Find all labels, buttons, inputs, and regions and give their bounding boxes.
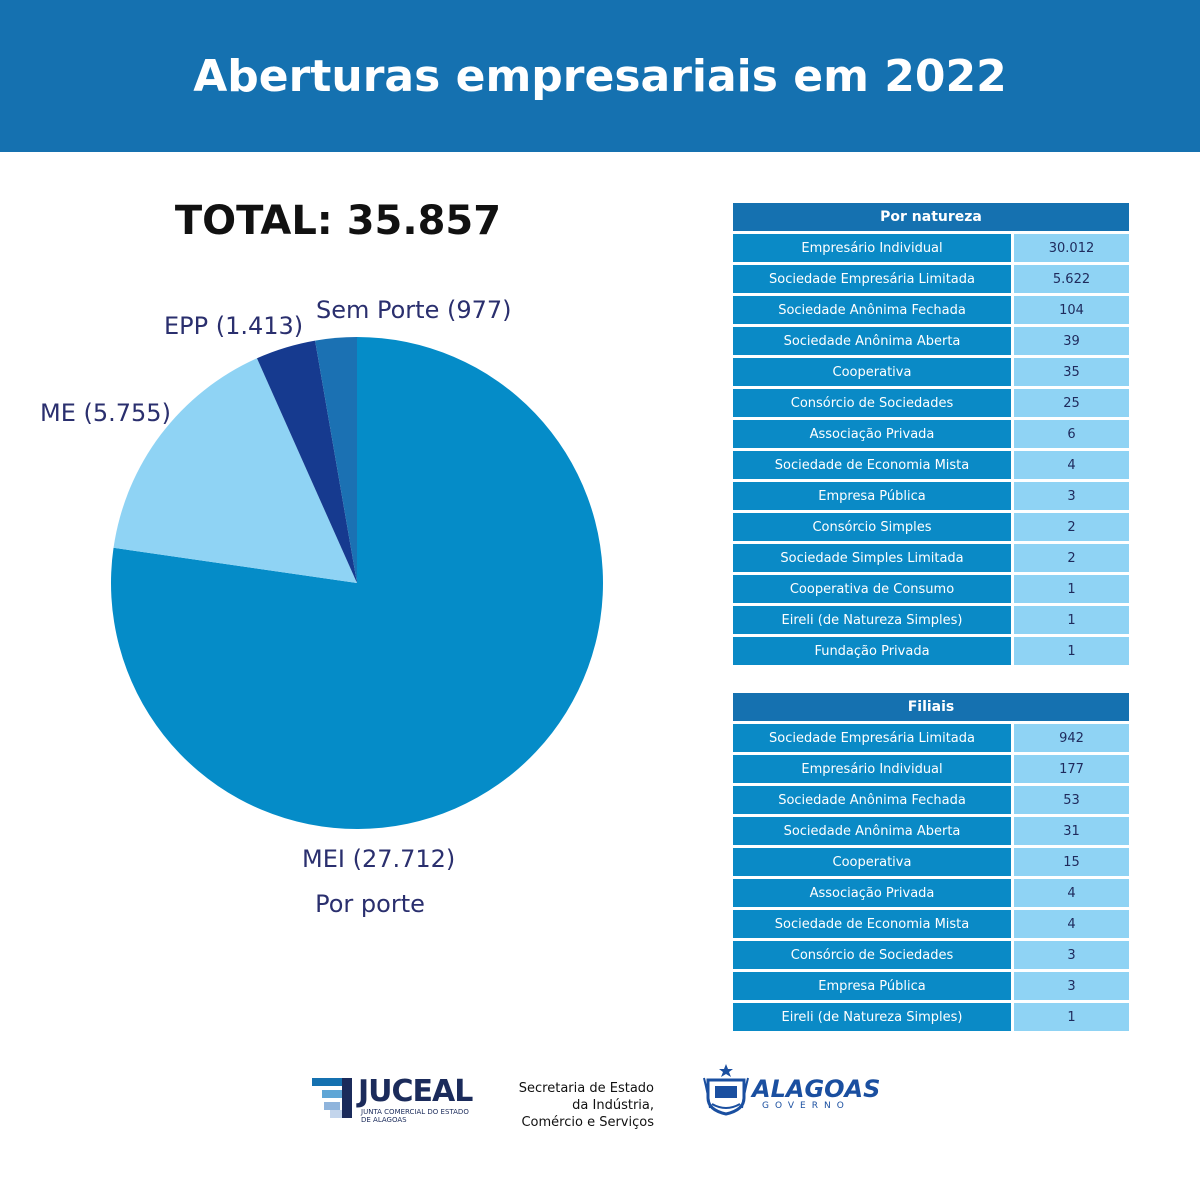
row-name: Empresário Individual bbox=[733, 755, 1011, 783]
row-name: Sociedade Anônima Fechada bbox=[733, 786, 1011, 814]
pie-slice-me bbox=[113, 358, 357, 583]
table-row: Consórcio Simples 2 bbox=[733, 513, 1129, 541]
table-row: Empresa Pública 3 bbox=[733, 482, 1129, 510]
row-value: 6 bbox=[1014, 420, 1129, 448]
row-name: Eireli (de Natureza Simples) bbox=[733, 1003, 1011, 1031]
table-row: Fundação Privada 1 bbox=[733, 637, 1129, 665]
table-row: Cooperativa 35 bbox=[733, 358, 1129, 386]
table-row: Sociedade de Economia Mista 4 bbox=[733, 451, 1129, 479]
table-header-por-natureza: Por natureza bbox=[733, 203, 1129, 231]
row-value: 2 bbox=[1014, 513, 1129, 541]
secretaria-line-2: da Indústria, bbox=[572, 1098, 654, 1113]
row-value: 1 bbox=[1014, 1003, 1129, 1031]
table-row: Associação Privada 4 bbox=[733, 879, 1129, 907]
table-row: Cooperativa de Consumo 1 bbox=[733, 575, 1129, 603]
pie-label-sem-porte: Sem Porte (977) bbox=[316, 296, 512, 324]
pie-slice-sem-porte bbox=[315, 337, 357, 583]
row-name: Sociedade Empresária Limitada bbox=[733, 265, 1011, 293]
header-banner: Aberturas empresariais em 2022 bbox=[0, 0, 1200, 152]
table-row: Eireli (de Natureza Simples) 1 bbox=[733, 1003, 1129, 1031]
row-value: 39 bbox=[1014, 327, 1129, 355]
row-name: Cooperativa bbox=[733, 848, 1011, 876]
table-row: Sociedade Simples Limitada 2 bbox=[733, 544, 1129, 572]
row-name: Consórcio de Sociedades bbox=[733, 389, 1011, 417]
row-name: Sociedade de Economia Mista bbox=[733, 451, 1011, 479]
row-name: Consórcio de Sociedades bbox=[733, 941, 1011, 969]
table-row: Cooperativa 15 bbox=[733, 848, 1129, 876]
row-value: 4 bbox=[1014, 910, 1129, 938]
table-row: Associação Privada 6 bbox=[733, 420, 1129, 448]
row-value: 3 bbox=[1014, 482, 1129, 510]
row-name: Sociedade Anônima Aberta bbox=[733, 817, 1011, 845]
row-name: Cooperativa de Consumo bbox=[733, 575, 1011, 603]
table-filiais: Filiais Sociedade Empresária Limitada 942… bbox=[733, 693, 1129, 1034]
total-label: TOTAL: 35.857 bbox=[174, 198, 502, 244]
chart-title: Por porte bbox=[315, 890, 425, 918]
row-value: 53 bbox=[1014, 786, 1129, 814]
row-value: 4 bbox=[1014, 451, 1129, 479]
pie-label-mei: MEI (27.712) bbox=[302, 845, 456, 873]
row-name: Sociedade Anônima Aberta bbox=[733, 327, 1011, 355]
pie-slice-epp bbox=[256, 340, 357, 583]
table-row: Sociedade Anônima Aberta 31 bbox=[733, 817, 1129, 845]
table-row: Sociedade Anônima Aberta 39 bbox=[733, 327, 1129, 355]
row-name: Cooperativa bbox=[733, 358, 1011, 386]
table-row: Sociedade Empresária Limitada 5.622 bbox=[733, 265, 1129, 293]
row-name: Sociedade Empresária Limitada bbox=[733, 724, 1011, 752]
alagoas-logo-text: ALAGOAS bbox=[752, 1075, 881, 1103]
row-name: Associação Privada bbox=[733, 879, 1011, 907]
table-row: Empresário Individual 177 bbox=[733, 755, 1129, 783]
table-header-filiais: Filiais bbox=[733, 693, 1129, 721]
table-row: Sociedade Anônima Fechada 53 bbox=[733, 786, 1129, 814]
row-name: Empresa Pública bbox=[733, 972, 1011, 1000]
row-value: 4 bbox=[1014, 879, 1129, 907]
row-value: 25 bbox=[1014, 389, 1129, 417]
row-value: 5.622 bbox=[1014, 265, 1129, 293]
juceal-logo-icon bbox=[312, 1078, 352, 1118]
row-value: 1 bbox=[1014, 637, 1129, 665]
table-row: Consórcio de Sociedades 3 bbox=[733, 941, 1129, 969]
row-value: 31 bbox=[1014, 817, 1129, 845]
row-name: Associação Privada bbox=[733, 420, 1011, 448]
row-name: Fundação Privada bbox=[733, 637, 1011, 665]
row-value: 942 bbox=[1014, 724, 1129, 752]
table-row: Empresário Individual 30.012 bbox=[733, 234, 1129, 262]
table-row: Sociedade Anônima Fechada 104 bbox=[733, 296, 1129, 324]
row-name: Empresário Individual bbox=[733, 234, 1011, 262]
pie-chart bbox=[110, 337, 603, 829]
row-value: 3 bbox=[1014, 972, 1129, 1000]
row-value: 177 bbox=[1014, 755, 1129, 783]
row-name: Eireli (de Natureza Simples) bbox=[733, 606, 1011, 634]
secretaria-line-1: Secretaria de Estado bbox=[518, 1081, 654, 1096]
juceal-logo-subtitle: JUNTA COMERCIAL DO ESTADO DE ALAGOAS bbox=[361, 1108, 469, 1124]
secretaria-line-3: Comércio e Serviços bbox=[521, 1115, 654, 1130]
row-value: 1 bbox=[1014, 575, 1129, 603]
row-value: 1 bbox=[1014, 606, 1129, 634]
pie-label-epp: EPP (1.413) bbox=[164, 312, 304, 340]
table-row: Eireli (de Natureza Simples) 1 bbox=[733, 606, 1129, 634]
row-value: 35 bbox=[1014, 358, 1129, 386]
table-row: Consórcio de Sociedades 25 bbox=[733, 389, 1129, 417]
row-name: Sociedade Anônima Fechada bbox=[733, 296, 1011, 324]
table-row: Sociedade Empresária Limitada 942 bbox=[733, 724, 1129, 752]
row-value: 3 bbox=[1014, 941, 1129, 969]
row-name: Consórcio Simples bbox=[733, 513, 1011, 541]
juceal-logo-text: JUCEAL bbox=[358, 1074, 473, 1109]
table-por-natureza: Por natureza Empresário Individual 30.012… bbox=[733, 203, 1129, 668]
pie-label-me: ME (5.755) bbox=[40, 399, 171, 427]
row-value: 104 bbox=[1014, 296, 1129, 324]
alagoas-logo-subtitle: GOVERNO bbox=[762, 1101, 850, 1111]
table-row: Empresa Pública 3 bbox=[733, 972, 1129, 1000]
row-name: Empresa Pública bbox=[733, 482, 1011, 510]
row-value: 2 bbox=[1014, 544, 1129, 572]
row-name: Sociedade de Economia Mista bbox=[733, 910, 1011, 938]
row-value: 30.012 bbox=[1014, 234, 1129, 262]
row-value: 15 bbox=[1014, 848, 1129, 876]
page-title: Aberturas empresariais em 2022 bbox=[193, 50, 1007, 102]
secretaria-text: Secretaria de Estado da Indústria, Comér… bbox=[500, 1080, 654, 1131]
alagoas-coat-of-arms-icon bbox=[703, 1064, 749, 1116]
table-row: Sociedade de Economia Mista 4 bbox=[733, 910, 1129, 938]
row-name: Sociedade Simples Limitada bbox=[733, 544, 1011, 572]
